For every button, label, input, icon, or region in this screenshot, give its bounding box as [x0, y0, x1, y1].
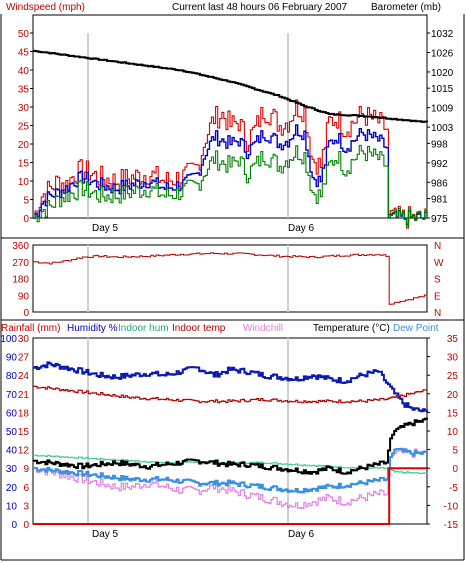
barometer-tick-1009: 1009 [431, 104, 454, 115]
temperature-tick-5: 5 [452, 446, 458, 457]
rainfall-tick-3: 3 [23, 501, 29, 512]
day-label-day6-top: Day 6 [288, 223, 315, 234]
rainfall-tick-30: 30 [18, 334, 30, 345]
humidity-tick-30: 30 [6, 464, 18, 475]
indoor_temp-line [33, 385, 428, 404]
windspeed-tick-0: 0 [23, 214, 29, 225]
rainfall-tick-21: 21 [18, 390, 30, 401]
compass-label-3: E [434, 291, 441, 302]
rain-line [33, 467, 427, 525]
chart-marks: 0510152025303540455097598198699299810031… [0, 29, 458, 531]
rainfall-tick-9: 9 [23, 464, 29, 475]
barometer-tick-992: 992 [431, 159, 448, 170]
humidity-tick-90: 90 [6, 353, 18, 364]
windspeed-tick-35: 35 [18, 85, 30, 96]
compass-label-0: N [434, 241, 441, 252]
humidity-tick-50: 50 [6, 427, 18, 438]
barometer-tick-1020: 1020 [431, 68, 454, 79]
temperature-axis-title: Temperature (°C) [313, 323, 390, 334]
humidity-tick-60: 60 [6, 408, 18, 419]
windspeed-tick-30: 30 [18, 103, 30, 114]
dew-line [33, 447, 428, 494]
barometer-line [33, 49, 428, 123]
compass-label-4: N [434, 308, 441, 319]
temperature-tick-0: 0 [452, 464, 458, 475]
temperature-tick-25: 25 [447, 371, 459, 382]
low-line [33, 144, 428, 227]
temperature-tick--15: -15 [444, 520, 459, 531]
temperature-tick-15: 15 [447, 408, 459, 419]
windspeed-tick-25: 25 [18, 122, 30, 133]
chart-title: Current last 48 hours 06 February 2007 [172, 2, 348, 13]
rainfall-tick-15: 15 [18, 427, 30, 438]
day-label-day5-bottom: Day 5 [92, 529, 119, 540]
windspeed-tick-5: 5 [23, 196, 29, 207]
humidity-line [33, 361, 428, 413]
windspeed-tick-40: 40 [18, 66, 30, 77]
direction-tick-180: 180 [12, 275, 29, 286]
humidity-tick-40: 40 [6, 446, 18, 457]
barometer-tick-998: 998 [431, 139, 448, 150]
temperature-tick--10: -10 [444, 501, 459, 512]
barometer-tick-1015: 1015 [431, 84, 454, 95]
humidity-tick-20: 20 [6, 483, 18, 494]
windchill-legend: Windchill [243, 323, 283, 334]
temperature-tick-30: 30 [447, 353, 459, 364]
windspeed-tick-50: 50 [18, 29, 30, 40]
rainfall-axis-title: Rainfall (mm) [1, 323, 60, 334]
humidity-tick-10: 10 [6, 501, 18, 512]
humidity-axis-title: Humidity % [67, 323, 118, 334]
direction-tick-90: 90 [18, 291, 30, 302]
windspeed-axis-title: Windspeed (mph) [6, 2, 85, 13]
barometer-tick-986: 986 [431, 178, 448, 189]
wind-direction-line [33, 252, 428, 305]
temperature-tick-10: 10 [447, 427, 459, 438]
rainfall-tick-24: 24 [18, 371, 30, 382]
barometer-tick-1032: 1032 [431, 29, 454, 40]
avg-line [33, 124, 428, 225]
humidity-tick-80: 80 [6, 371, 18, 382]
temperature-tick-35: 35 [447, 334, 459, 345]
windspeed-tick-15: 15 [18, 159, 30, 170]
rainfall-tick-12: 12 [18, 446, 30, 457]
barometer-tick-1003: 1003 [431, 123, 454, 134]
humidity-tick-100: 100 [0, 334, 17, 345]
rainfall-tick-18: 18 [18, 408, 30, 419]
rainfall-tick-6: 6 [23, 483, 29, 494]
gust-line [33, 99, 428, 229]
dew-point-legend: Dew Point [393, 323, 439, 334]
barometer-axis-title: Barometer (mb) [371, 2, 441, 13]
indoor-temp-legend: Indoor temp [172, 323, 226, 334]
direction-tick-360: 360 [12, 241, 29, 252]
windspeed-tick-20: 20 [18, 140, 30, 151]
windchill-line [33, 448, 428, 510]
barometer-tick-981: 981 [431, 195, 448, 206]
direction-tick-0: 0 [23, 308, 29, 319]
day-label-day6-bottom: Day 6 [288, 529, 315, 540]
humidity-tick-70: 70 [6, 390, 18, 401]
barometer-tick-975: 975 [431, 214, 448, 225]
humidity-tick-0: 0 [11, 520, 17, 531]
temperature-tick-20: 20 [447, 390, 459, 401]
windspeed-tick-10: 10 [18, 177, 30, 188]
rainfall-tick-0: 0 [23, 520, 29, 531]
direction-tick-270: 270 [12, 258, 29, 269]
windspeed-tick-45: 45 [18, 48, 30, 59]
temperature-line [33, 417, 428, 475]
day-label-day5-top: Day 5 [92, 223, 119, 234]
compass-label-2: S [434, 275, 441, 286]
barometer-tick-1026: 1026 [431, 48, 454, 59]
temperature-tick--5: -5 [449, 483, 458, 494]
indoor-hum-legend: Indoor hum [118, 323, 169, 334]
compass-label-1: W [434, 258, 444, 269]
rainfall-tick-27: 27 [18, 353, 30, 364]
